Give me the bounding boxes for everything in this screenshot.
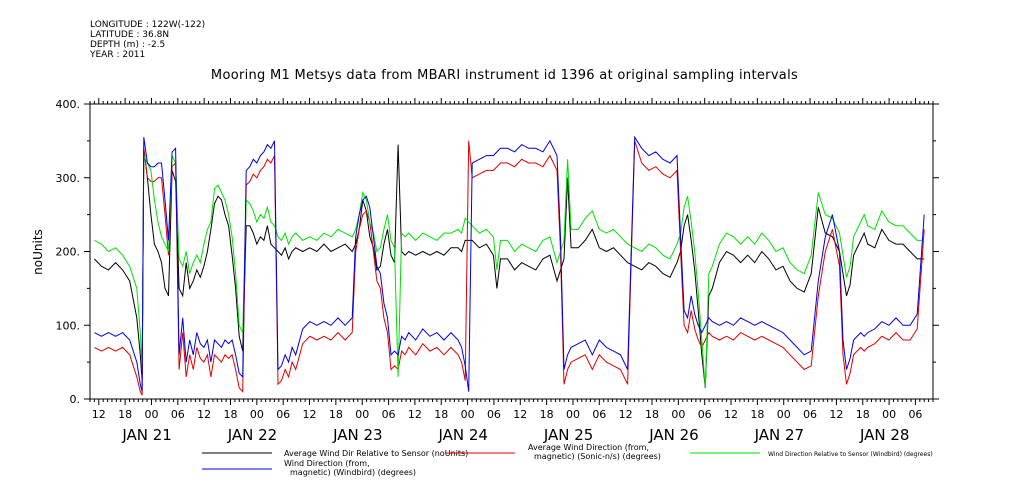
series-layer — [94, 135, 925, 396]
x-tick-label: 18 — [540, 408, 554, 421]
y-tick-label: 300. — [56, 172, 81, 185]
plot-frame — [89, 103, 934, 400]
x-tick-label: 00 — [461, 408, 475, 421]
x-tick-label: 12 — [724, 408, 738, 421]
year-label: YEAR : 2011 — [90, 50, 146, 60]
y-tick-label: 200. — [56, 246, 81, 259]
x-tick-label: 12 — [92, 408, 106, 421]
x-tick-label: 00 — [355, 408, 369, 421]
longitude-label: LONGITUDE : 122W(-122) — [90, 20, 206, 30]
x-tick-label: 06 — [487, 408, 501, 421]
x-tick-label: 12 — [408, 408, 422, 421]
y-tick-label: 100. — [56, 319, 81, 332]
series-line-1 — [94, 144, 925, 388]
x-tick-label: 06 — [171, 408, 185, 421]
x-tick-label: 06 — [276, 408, 290, 421]
legend-label-4: Wind Direction (from, — [284, 459, 370, 468]
depth-label: DEPTH (m) : -2.5 — [90, 40, 166, 50]
x-tick-label: 18 — [224, 408, 238, 421]
metadata-block: LONGITUDE : 122W(-122) LATITUDE : 36.8N … — [90, 20, 205, 60]
y-tick-label: 400. — [56, 98, 81, 111]
x-tick-label: 00 — [882, 408, 896, 421]
x-tick-label: 06 — [382, 408, 396, 421]
x-tick-label: 18 — [750, 408, 764, 421]
x-tick-label: 00 — [566, 408, 580, 421]
y-axis-label: noUnits — [31, 229, 45, 275]
x-tick-label: 12 — [513, 408, 527, 421]
x-tick-label: 06 — [803, 408, 817, 421]
x-tick-label: 12 — [197, 408, 211, 421]
series-line-3 — [94, 155, 925, 388]
legend: Average Wind Dir Relative to Sensor (noU… — [202, 443, 933, 477]
x-tick-label: 18 — [856, 408, 870, 421]
x-tick-label: 00 — [671, 408, 685, 421]
latitude-label: LATITUDE : 36.8N — [90, 30, 170, 40]
y-axis: 0. 100. 200. 300. 400. — [56, 98, 939, 406]
x-tick-label: 18 — [645, 408, 659, 421]
x-axis: 12 18 00 06 12 18 00 06 12 18 00 06 12 18 00 06 12 18 00 06… — [89, 98, 934, 444]
series-line-2 — [94, 140, 925, 396]
x-tick-label: 06 — [698, 408, 712, 421]
chart-title: Mooring M1 Metsys data from MBARI instru… — [210, 68, 799, 83]
legend-label-3: Wind Direction Relative to Sensor (Windb… — [768, 451, 933, 458]
legend-label-1: Average Wind Dir Relative to Sensor (noU… — [284, 449, 468, 458]
x-tick-label: 06 — [592, 408, 606, 421]
series-line-4 — [94, 135, 925, 392]
legend-label-2: magnetic) (Sonic-n/s) (degrees) — [534, 452, 661, 461]
x-tick-label: 06 — [908, 408, 922, 421]
x-tick-label: 00 — [144, 408, 158, 421]
x-day-label: JAN 25 — [543, 426, 594, 444]
x-day-label: JAN 27 — [754, 426, 805, 444]
x-tick-label: 12 — [619, 408, 633, 421]
x-tick-label: 18 — [434, 408, 448, 421]
x-tick-label: 12 — [303, 408, 317, 421]
x-day-label: JAN 24 — [437, 426, 488, 444]
legend-label-2: Average Wind Direction (from, — [528, 443, 649, 452]
x-day-label: JAN 22 — [227, 426, 278, 444]
x-tick-label: 18 — [329, 408, 343, 421]
x-tick-label: 12 — [829, 408, 843, 421]
legend-label-4: magnetic) (Windbird) (degrees) — [290, 468, 416, 477]
x-tick-label: 00 — [250, 408, 264, 421]
x-day-label: JAN 26 — [648, 426, 699, 444]
x-tick-label: 18 — [118, 408, 132, 421]
x-day-label: JAN 21 — [121, 426, 172, 444]
x-tick-label: 00 — [777, 408, 791, 421]
x-day-label: JAN 28 — [859, 426, 910, 444]
y-tick-label: 0. — [70, 393, 81, 406]
x-day-label: JAN 23 — [332, 426, 383, 444]
